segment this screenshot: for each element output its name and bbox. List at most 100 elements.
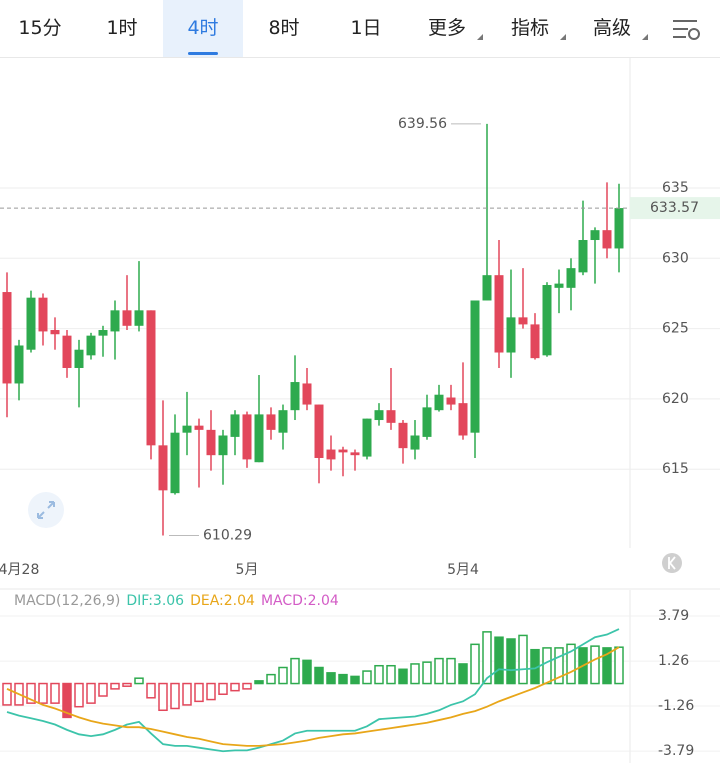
macd-bar — [602, 647, 612, 685]
y-tick-label: 620 — [662, 391, 689, 407]
tab-label: 更多 — [427, 17, 466, 39]
candle-body — [506, 317, 516, 353]
candle-body — [410, 435, 420, 450]
macd-bar — [170, 682, 180, 710]
macd-bar — [482, 631, 492, 685]
macd-bar — [326, 672, 336, 685]
macd-bar — [362, 670, 372, 685]
candle-body — [578, 240, 588, 273]
macd-bar — [566, 643, 576, 685]
macd-bar — [206, 682, 216, 701]
macd-bar — [494, 636, 504, 685]
macd-bar — [446, 657, 456, 685]
candle-body — [194, 425, 204, 430]
candle-body — [590, 230, 600, 241]
tab[interactable]: 高级 — [572, 0, 652, 57]
x-tick-label: 5月4 — [447, 562, 479, 578]
macd-bar — [290, 657, 300, 685]
candle-body — [422, 407, 432, 437]
macd-bar — [26, 682, 36, 704]
macd-bar — [278, 666, 288, 685]
expand-button[interactable] — [28, 492, 64, 528]
candle-body — [242, 414, 252, 460]
tab-label: 8时 — [268, 17, 300, 39]
candle-body — [470, 300, 480, 433]
x-tick-label: 5月 — [236, 562, 259, 578]
macd-bar — [410, 663, 420, 685]
macd-bar — [2, 682, 12, 706]
macd-bar — [506, 638, 516, 685]
legend-entry: DEA:2.04 — [190, 593, 255, 609]
macd-bar — [146, 682, 156, 699]
candle-body — [338, 449, 348, 453]
candle-body — [302, 383, 312, 405]
candle-body — [362, 418, 372, 457]
macd-bar — [542, 647, 552, 685]
macd-bar — [338, 673, 348, 685]
y-tick-label: -3.79 — [658, 743, 694, 759]
expand-icon — [37, 501, 55, 519]
candle-body — [182, 425, 192, 433]
macd-bar — [314, 666, 324, 685]
candle-body — [602, 230, 612, 249]
macd-bar — [110, 682, 120, 690]
candle-body — [374, 410, 384, 421]
candle-body — [26, 297, 36, 350]
macd-bar — [398, 668, 408, 685]
candle-body — [530, 324, 540, 359]
candle-body — [614, 208, 624, 249]
max-label: 639.56 — [398, 116, 447, 132]
k-button[interactable] — [662, 553, 682, 573]
min-label: 610.29 — [203, 527, 252, 543]
candle-body — [122, 310, 132, 326]
macd-bar — [518, 634, 528, 685]
y-tick-label: -1.26 — [658, 698, 694, 714]
tab[interactable]: 1日 — [326, 0, 406, 57]
candle-body — [482, 275, 492, 301]
macd-bar — [242, 682, 252, 690]
candle-body — [290, 382, 300, 411]
macd-bar — [422, 661, 432, 685]
macd-bar — [98, 682, 108, 697]
candle-body — [14, 345, 24, 384]
k-icon — [668, 556, 676, 570]
candle-body — [62, 335, 72, 368]
legend-entry: MACD:2.04 — [261, 593, 339, 609]
candle-body — [494, 275, 504, 353]
tab[interactable]: 8时 — [244, 0, 324, 57]
tab-label: 高级 — [592, 17, 631, 39]
candle-body — [146, 310, 156, 446]
candle-body — [266, 414, 276, 430]
macd-bar — [182, 682, 192, 706]
candle-body — [98, 330, 108, 336]
macd-bar — [614, 646, 624, 685]
candle-body — [218, 435, 228, 456]
candle-body — [110, 310, 120, 332]
tab[interactable]: 4时 — [163, 0, 243, 57]
tab[interactable]: 更多 — [407, 0, 487, 57]
x-tick-label: 4月28 — [0, 562, 39, 578]
macd-bar — [86, 682, 96, 704]
macd-bar — [266, 673, 276, 685]
macd-line — [6, 646, 620, 747]
legend-entry: DIF:3.06 — [126, 593, 184, 609]
tab[interactable]: 指标 — [490, 0, 570, 57]
menu-indicator — [560, 34, 566, 40]
macd-bar — [434, 657, 444, 685]
candle-body — [566, 268, 576, 288]
tab[interactable]: 1时 — [82, 0, 162, 57]
candle-body — [326, 449, 336, 460]
candle-body — [554, 283, 564, 288]
macd-bar — [554, 647, 564, 685]
macd-bar — [302, 659, 312, 685]
macd-bar — [458, 663, 468, 685]
tab[interactable]: 15分 — [0, 0, 80, 57]
menu-indicator — [477, 34, 483, 40]
candle-body — [74, 349, 84, 368]
tab-label: 指标 — [510, 17, 549, 39]
macd-bar — [38, 682, 48, 704]
candle-body — [350, 452, 360, 456]
candle-body — [170, 432, 180, 494]
settings-icon[interactable] — [673, 20, 700, 40]
